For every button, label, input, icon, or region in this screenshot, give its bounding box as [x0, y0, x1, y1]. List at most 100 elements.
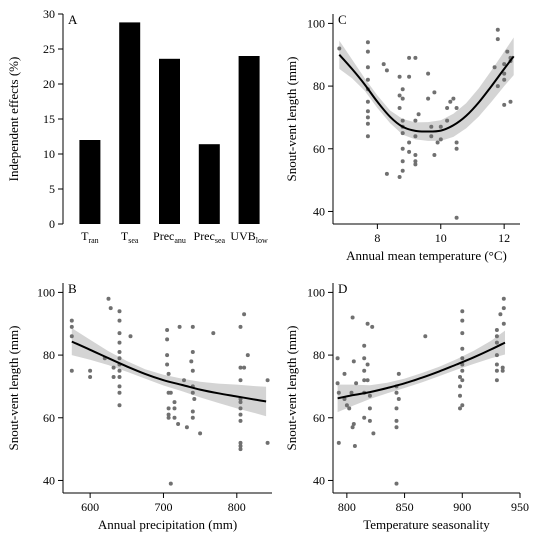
panel-b: 40 60 80 100 Snout-vent length (mm) 600 700 800… [6, 281, 272, 532]
data-point [397, 74, 402, 79]
data-point [445, 106, 450, 110]
data-point [502, 71, 507, 76]
data-point [245, 353, 250, 358]
data-point [413, 153, 418, 157]
data-point [365, 77, 370, 82]
data-point [458, 406, 462, 411]
data-point [397, 106, 402, 110]
data-point [190, 368, 195, 373]
y-tick-label: 0 [49, 217, 55, 231]
data-point [117, 340, 122, 345]
data-point [182, 378, 186, 383]
data-point [166, 415, 171, 420]
data-point [508, 99, 513, 104]
data-point [362, 415, 367, 420]
x-tick-label: 900 [453, 500, 471, 514]
confidence-band [339, 37, 514, 141]
data-point [367, 393, 372, 398]
y-tick-label: 5 [49, 182, 55, 196]
x-tick-label: Tsea [121, 229, 139, 245]
data-point [117, 368, 122, 373]
data-point [438, 137, 443, 142]
panel-label: C [338, 12, 347, 27]
data-point [407, 74, 412, 79]
data-point [416, 112, 421, 117]
data-point [400, 87, 405, 92]
data-point [423, 334, 428, 339]
data-point [458, 393, 462, 398]
data-point [172, 406, 177, 411]
data-point [365, 65, 370, 70]
panel-label: B [68, 281, 77, 296]
panel-label: A [68, 12, 78, 27]
data-point [397, 175, 402, 179]
data-point [166, 406, 171, 411]
data-point [362, 378, 367, 383]
data-point [396, 397, 401, 401]
bar-3 [198, 144, 220, 224]
data-point [192, 397, 197, 401]
data-point [454, 146, 459, 151]
data-point [176, 422, 181, 426]
data-point [429, 124, 434, 129]
data-point [117, 390, 122, 395]
data-point [494, 334, 499, 339]
data-point [494, 378, 499, 383]
data-point [384, 68, 389, 73]
data-point [128, 334, 133, 339]
x-tick-label: Tran [81, 229, 99, 245]
data-point [454, 215, 459, 220]
data-point [238, 418, 243, 423]
data-point [494, 328, 499, 332]
y-tick-label: 40 [43, 473, 55, 487]
data-point [494, 353, 499, 358]
data-point [177, 324, 182, 329]
x-tick-label: Precanu [153, 229, 186, 245]
data-point [238, 440, 243, 445]
data-point [165, 362, 170, 367]
x-tick-label: 700 [154, 500, 172, 514]
data-point [397, 93, 402, 98]
data-point [407, 140, 412, 145]
data-point [172, 415, 177, 420]
y-tick-label: 60 [43, 411, 55, 425]
data-point [438, 124, 443, 129]
data-point [362, 356, 367, 361]
data-point [265, 440, 270, 445]
data-point [336, 440, 341, 445]
data-point [429, 134, 434, 139]
data-point [69, 368, 74, 373]
data-point [190, 350, 195, 354]
data-point [394, 481, 399, 486]
x-tick-label: 800 [338, 500, 356, 514]
data-point [117, 350, 122, 354]
data-point [448, 99, 453, 104]
data-point [435, 140, 440, 145]
y-tick-label: 40 [313, 473, 325, 487]
data-point [394, 406, 399, 411]
data-point [242, 312, 247, 317]
data-point [106, 296, 111, 301]
data-point [432, 153, 437, 157]
data-point [367, 418, 372, 423]
fit-line [338, 54, 515, 133]
data-point [407, 149, 412, 154]
panel-label: D [338, 281, 347, 296]
data-point [400, 168, 405, 173]
data-point [365, 99, 370, 104]
data-point [384, 171, 389, 176]
data-point [350, 315, 355, 320]
data-point [394, 425, 399, 430]
data-point [117, 375, 122, 379]
data-point [498, 312, 503, 317]
data-point [460, 309, 465, 314]
data-point [495, 84, 500, 89]
data-point [165, 328, 170, 332]
data-point [238, 412, 243, 417]
data-point [238, 378, 243, 383]
confidence-band [71, 328, 267, 417]
panel-a: 0 5 10 15 20 25 30 Independent effects (%) A Tran… [6, 7, 268, 245]
data-point [238, 444, 243, 448]
data-point [166, 412, 171, 417]
